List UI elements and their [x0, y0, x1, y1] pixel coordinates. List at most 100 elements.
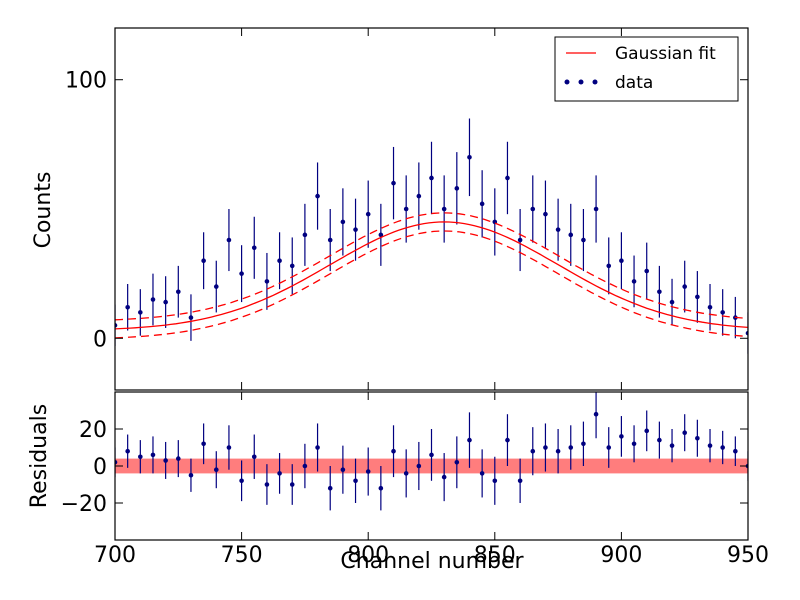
main-data-point: [251, 245, 257, 251]
residual-data-point: [695, 435, 700, 441]
main-ylabel: Counts: [31, 172, 56, 249]
legend: Gaussian fit data: [554, 36, 739, 102]
residual-data-point: [176, 456, 181, 461]
main-data-point: [530, 206, 536, 212]
main-ticks: 0 100: [65, 28, 749, 390]
residual-data-point: [619, 434, 624, 439]
residual-data-point: [201, 441, 206, 447]
residual-data-point: [138, 454, 143, 460]
residual-data-point: [429, 452, 434, 458]
residuals-panel: 20 0 −20 700 750 800 850 900 950 Residuals Chann…: [27, 391, 769, 574]
residual-data-point: [479, 471, 485, 476]
gaussian-fit-line: [115, 221, 748, 330]
residual-data-point: [707, 443, 713, 448]
main-data-point: [606, 263, 612, 269]
main-data-point: [176, 289, 181, 295]
residual-data-point: [315, 445, 320, 450]
residual-data-point: [150, 452, 156, 458]
main-data-point: [138, 310, 143, 315]
main-data-point: [581, 237, 586, 243]
main-data-point: [125, 304, 130, 310]
main-data-point: [568, 232, 574, 238]
main-data-point: [517, 237, 523, 243]
residual-data-point: [644, 428, 650, 434]
residual-data-point: [517, 478, 523, 484]
main-data-point: [720, 310, 725, 315]
residual-data-point: [416, 463, 422, 469]
main-ytick-label: 100: [65, 69, 107, 94]
legend-fit-label: Gaussian fit: [615, 44, 716, 64]
main-data-point: [289, 263, 295, 269]
residual-data-point: [289, 482, 295, 487]
legend-box: [554, 36, 739, 102]
legend-data-swatch-1: [564, 79, 570, 85]
residual-data-point: [657, 437, 662, 443]
residual-data-point: [213, 467, 219, 473]
residual-data-point: [239, 478, 244, 484]
xtick-label: 900: [600, 543, 642, 568]
residual-data-point: [163, 458, 168, 463]
residual-data-point: [251, 454, 257, 460]
residual-data-point: [441, 474, 447, 480]
legend-data-swatch-3: [592, 79, 598, 85]
main-data-point: [226, 237, 232, 243]
main-data-point: [454, 186, 460, 191]
main-data-point: [467, 154, 472, 160]
residual-data-point: [125, 448, 130, 454]
xtick-label: 750: [221, 543, 263, 568]
residual-data-point: [631, 441, 637, 447]
main-data-point: [631, 279, 637, 284]
residuals-ticks: 20 0 −20 700 750 800 850 900 950: [61, 392, 769, 568]
main-data-point: [657, 289, 662, 295]
legend-data-label: data: [615, 73, 653, 93]
main-data-point: [429, 175, 434, 181]
main-data-point: [416, 193, 422, 199]
residual-data-point: [669, 443, 675, 448]
main-data-point: [353, 227, 358, 232]
residual-data-point: [581, 441, 586, 447]
main-plot-area: [115, 118, 748, 354]
main-data-point: [505, 175, 510, 181]
main-data-point: [340, 219, 346, 225]
main-data-point: [163, 299, 168, 305]
residual-data-point: [555, 448, 561, 454]
main-data-point: [277, 258, 282, 264]
residual-data-point: [378, 485, 384, 491]
main-data-point: [188, 315, 194, 320]
main-data-point: [479, 201, 485, 207]
main-data-point: [707, 304, 713, 310]
main-data-point: [365, 211, 371, 217]
residual-data-point: [340, 467, 346, 473]
main-data-point: [555, 227, 561, 232]
residual-data-point: [353, 478, 358, 484]
residual-data-point: [403, 471, 409, 476]
residual-data-point: [302, 463, 308, 469]
residual-data-point: [365, 469, 371, 474]
main-axes-frame: [114, 27, 749, 391]
residual-data-point: [720, 445, 725, 450]
residual-data-point: [682, 430, 687, 436]
main-data-point: [327, 237, 333, 243]
main-data-point: [593, 206, 599, 212]
residual-data-point: [593, 411, 599, 417]
main-data-point: [619, 258, 624, 264]
residual-data-point: [264, 482, 270, 487]
residuals-ytick-label: −20: [61, 492, 107, 517]
residual-data-point: [568, 445, 574, 450]
residual-data-point: [505, 437, 510, 443]
residual-data-point: [188, 472, 194, 478]
residual-data-point: [492, 478, 498, 484]
main-data-point: [378, 232, 384, 238]
main-data-point: [302, 232, 308, 238]
main-data-point: [264, 279, 270, 284]
main-data-point: [441, 206, 447, 212]
main-panel: 0 100 Counts Gaussian fit data: [31, 27, 749, 391]
legend-data-swatch-2: [578, 79, 584, 85]
main-ytick-label: 0: [93, 327, 107, 352]
xtick-label: 700: [94, 543, 136, 568]
residual-data-point: [327, 485, 333, 491]
main-data-point: [543, 211, 548, 217]
main-data-point: [201, 258, 206, 264]
residuals-ytick-label: 0: [93, 455, 107, 480]
